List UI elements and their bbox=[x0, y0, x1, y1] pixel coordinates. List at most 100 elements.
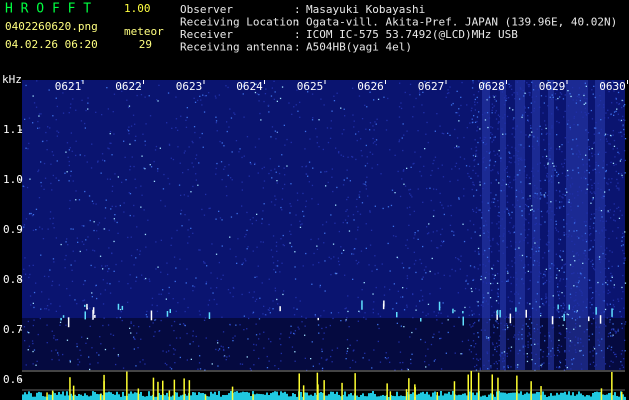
noise-pixel bbox=[27, 349, 29, 351]
noise-pixel bbox=[546, 211, 548, 213]
app-version: 1.00 bbox=[124, 2, 151, 15]
noise-pixel bbox=[90, 264, 92, 267]
noise-pixel bbox=[182, 172, 184, 174]
noise-pixel bbox=[540, 197, 542, 199]
noise-pixel bbox=[277, 368, 280, 370]
noise-pixel bbox=[473, 346, 475, 348]
noise-pixel bbox=[227, 289, 230, 291]
noise-pixel bbox=[483, 297, 485, 299]
noise-pixel bbox=[603, 300, 605, 302]
noise-pixel bbox=[104, 217, 106, 219]
noise-pixel bbox=[486, 112, 489, 114]
noise-pixel bbox=[491, 127, 494, 129]
noise-pixel bbox=[618, 103, 621, 105]
noise-pixel bbox=[517, 353, 519, 355]
noise-pixel bbox=[555, 165, 557, 167]
meteor-echo bbox=[121, 305, 124, 310]
noise-pixel bbox=[94, 266, 96, 268]
level-trace bbox=[250, 395, 252, 400]
noise-pixel bbox=[171, 127, 173, 129]
noise-pixel bbox=[477, 163, 479, 165]
level-trace bbox=[534, 393, 536, 400]
noise-pixel bbox=[272, 308, 274, 310]
level-trace bbox=[422, 391, 424, 400]
noise-pixel bbox=[202, 146, 204, 148]
noise-pixel bbox=[598, 256, 601, 258]
noise-pixel bbox=[410, 166, 412, 168]
level-trace bbox=[224, 395, 226, 400]
level-trace bbox=[450, 394, 452, 400]
noise-pixel bbox=[157, 100, 159, 102]
noise-pixel bbox=[108, 148, 110, 150]
noise-pixel bbox=[406, 306, 408, 308]
noise-pixel bbox=[449, 275, 451, 277]
noise-pixel bbox=[524, 272, 526, 274]
noise-pixel bbox=[502, 179, 504, 181]
noise-pixel bbox=[616, 178, 618, 181]
noise-pixel bbox=[185, 126, 188, 128]
noise-pixel bbox=[311, 283, 313, 285]
noise-pixel bbox=[172, 348, 175, 350]
noise-pixel bbox=[524, 203, 527, 206]
noise-pixel bbox=[540, 364, 542, 366]
noise-pixel bbox=[219, 217, 222, 219]
noise-pixel bbox=[29, 273, 31, 276]
noise-pixel bbox=[165, 298, 167, 300]
level-trace bbox=[246, 391, 248, 400]
noise-pixel bbox=[551, 175, 553, 177]
noise-pixel bbox=[67, 317, 69, 319]
noise-pixel bbox=[539, 106, 541, 108]
noise-pixel bbox=[346, 169, 348, 171]
level-trace bbox=[400, 395, 402, 400]
noise-pixel bbox=[547, 105, 549, 107]
meteor-echo bbox=[438, 301, 441, 311]
noise-pixel bbox=[123, 202, 125, 204]
noise-pixel bbox=[53, 337, 55, 339]
noise-pixel bbox=[45, 308, 48, 310]
noise-pixel bbox=[611, 102, 613, 104]
noise-pixel bbox=[542, 156, 544, 158]
noise-pixel bbox=[419, 156, 422, 158]
noise-pixel bbox=[489, 297, 492, 299]
noise-pixel bbox=[533, 135, 535, 137]
noise-pixel bbox=[516, 174, 518, 176]
noise-pixel bbox=[613, 114, 615, 116]
noise-pixel bbox=[572, 308, 574, 311]
noise-pixel bbox=[83, 225, 85, 227]
noise-pixel bbox=[507, 175, 509, 178]
noise-pixel bbox=[512, 127, 514, 129]
noise-pixel bbox=[405, 244, 407, 246]
noise-pixel bbox=[570, 287, 572, 290]
noise-pixel bbox=[372, 142, 375, 144]
info-label: Receiving antenna bbox=[180, 41, 293, 54]
noise-pixel bbox=[294, 266, 296, 268]
noise-pixel bbox=[589, 248, 592, 250]
noise-pixel bbox=[576, 235, 578, 238]
noise-pixel bbox=[520, 181, 522, 183]
meteor-echo bbox=[525, 309, 527, 318]
level-trace bbox=[342, 394, 344, 400]
noise-pixel bbox=[381, 263, 383, 265]
noise-pixel bbox=[578, 280, 580, 282]
noise-pixel bbox=[354, 248, 356, 250]
noise-pixel bbox=[509, 300, 511, 302]
noise-pixel bbox=[228, 126, 230, 128]
noise-pixel bbox=[501, 280, 503, 283]
noise-pixel bbox=[128, 126, 130, 128]
noise-pixel bbox=[514, 206, 516, 208]
noise-pixel bbox=[268, 338, 270, 340]
noise-pixel bbox=[55, 339, 57, 341]
noise-pixel bbox=[286, 165, 288, 167]
noise-pixel bbox=[537, 138, 539, 140]
noise-pixel bbox=[546, 202, 548, 204]
noise-pixel bbox=[130, 322, 132, 324]
noise-pixel bbox=[79, 349, 81, 351]
noise-pixel bbox=[391, 189, 394, 191]
noise-pixel bbox=[314, 314, 316, 316]
level-trace bbox=[412, 392, 414, 400]
noise-pixel bbox=[515, 364, 517, 366]
noise-pixel bbox=[364, 104, 366, 106]
noise-pixel bbox=[558, 367, 560, 369]
level-trace bbox=[500, 392, 502, 400]
level-trace bbox=[50, 394, 52, 400]
